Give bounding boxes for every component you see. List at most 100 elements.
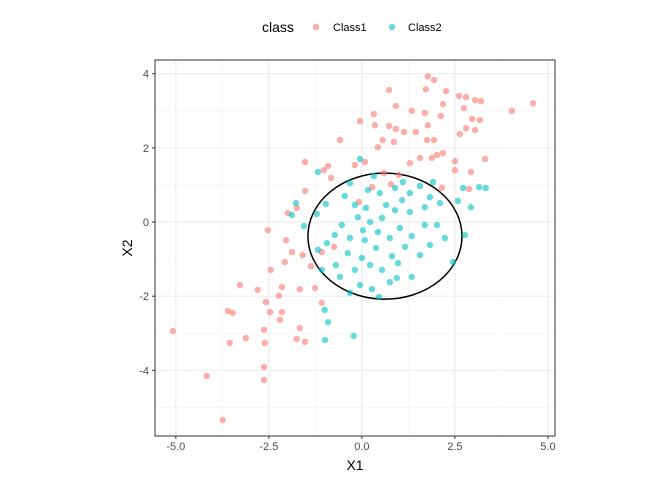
point-class1	[430, 136, 438, 144]
point-class1	[293, 204, 300, 212]
point-class1	[460, 105, 468, 112]
point-class1	[468, 115, 476, 123]
point-class2	[386, 278, 393, 286]
point-class1	[529, 100, 537, 107]
point-class2	[441, 234, 449, 242]
point-class2	[429, 178, 437, 186]
point-class2	[324, 318, 332, 326]
point-class1	[282, 237, 290, 244]
point-class2	[346, 234, 354, 242]
point-class2	[408, 273, 415, 281]
point-class2	[351, 266, 359, 274]
point-class1	[278, 308, 286, 316]
point-class1	[424, 73, 431, 80]
point-class1	[387, 181, 395, 188]
point-class1	[356, 117, 364, 125]
point-class2	[322, 200, 329, 208]
point-class1	[301, 158, 309, 166]
point-class1	[266, 308, 274, 316]
point-class1	[437, 112, 444, 120]
point-class1	[330, 243, 338, 251]
point-class1	[385, 86, 393, 94]
point-class1	[311, 284, 319, 292]
x-tick-label: 5.0	[540, 441, 555, 453]
point-class2	[378, 214, 386, 222]
point-class1	[293, 335, 300, 343]
point-class2	[426, 193, 434, 201]
point-class1	[451, 158, 459, 165]
point-class2	[292, 199, 300, 207]
point-class2	[408, 232, 415, 240]
point-class1	[229, 309, 236, 317]
point-class2	[398, 196, 406, 204]
point-class1	[224, 307, 232, 315]
ellipse-layer	[307, 172, 463, 300]
point-class2	[396, 224, 404, 232]
point-class2	[336, 273, 344, 281]
point-class1	[254, 286, 261, 294]
point-class1	[412, 128, 420, 136]
point-class2	[356, 155, 364, 163]
point-class2	[288, 211, 296, 219]
point-class1	[395, 171, 402, 179]
point-class2	[314, 168, 322, 176]
point-class1	[423, 136, 431, 144]
point-class1	[301, 338, 309, 346]
point-class1	[261, 339, 268, 347]
point-class1	[236, 281, 244, 289]
point-class1	[385, 122, 393, 130]
point-class1	[264, 227, 271, 234]
point-class1	[260, 363, 268, 371]
point-class1	[278, 283, 286, 291]
y-tick-label: 0	[143, 217, 149, 229]
point-class1	[296, 285, 303, 293]
legend-title: class	[262, 19, 294, 35]
point-class1	[462, 125, 470, 132]
point-class1	[260, 326, 268, 334]
panel-border	[154, 59, 556, 437]
point-class1	[301, 187, 309, 195]
point-class1	[406, 159, 414, 167]
point-class1	[276, 316, 284, 324]
point-class2	[313, 210, 321, 218]
point-class2	[366, 261, 374, 269]
point-class1	[169, 327, 177, 335]
point-class1	[324, 162, 332, 170]
point-class2	[374, 228, 382, 236]
point-class1	[390, 138, 398, 146]
point-class1	[219, 416, 226, 424]
x-axis-ticks: -5.0 -2.5 0.0 2.5 5.0	[166, 436, 556, 453]
point-class2	[382, 201, 390, 209]
point-class1	[465, 185, 473, 193]
point-class1	[361, 158, 369, 166]
point-class1	[242, 334, 249, 342]
y-tick-label: -2	[139, 291, 149, 303]
point-class2	[391, 206, 399, 214]
point-class1	[267, 266, 274, 274]
x-axis-title: X1	[346, 457, 363, 473]
point-class1	[508, 107, 516, 115]
point-class1	[371, 122, 379, 129]
point-class1	[439, 100, 447, 108]
point-class2	[401, 243, 409, 251]
point-class2	[391, 184, 399, 192]
x-tick-label: 0.0	[354, 441, 369, 453]
point-class1	[262, 298, 270, 306]
point-class1	[471, 126, 479, 134]
legend: class Class1 Class2	[262, 19, 442, 35]
point-class1	[442, 87, 450, 95]
point-class1	[424, 122, 431, 129]
point-class2	[356, 281, 364, 289]
point-class2	[433, 221, 441, 229]
point-class1	[462, 93, 470, 101]
point-class1	[379, 136, 386, 144]
point-class2	[318, 266, 325, 274]
point-class1	[380, 169, 388, 177]
point-class1	[422, 86, 430, 93]
point-class2	[346, 289, 354, 297]
point-class1	[320, 166, 328, 174]
point-class1	[296, 324, 303, 332]
point-class2	[399, 178, 407, 186]
point-class2	[449, 258, 457, 266]
